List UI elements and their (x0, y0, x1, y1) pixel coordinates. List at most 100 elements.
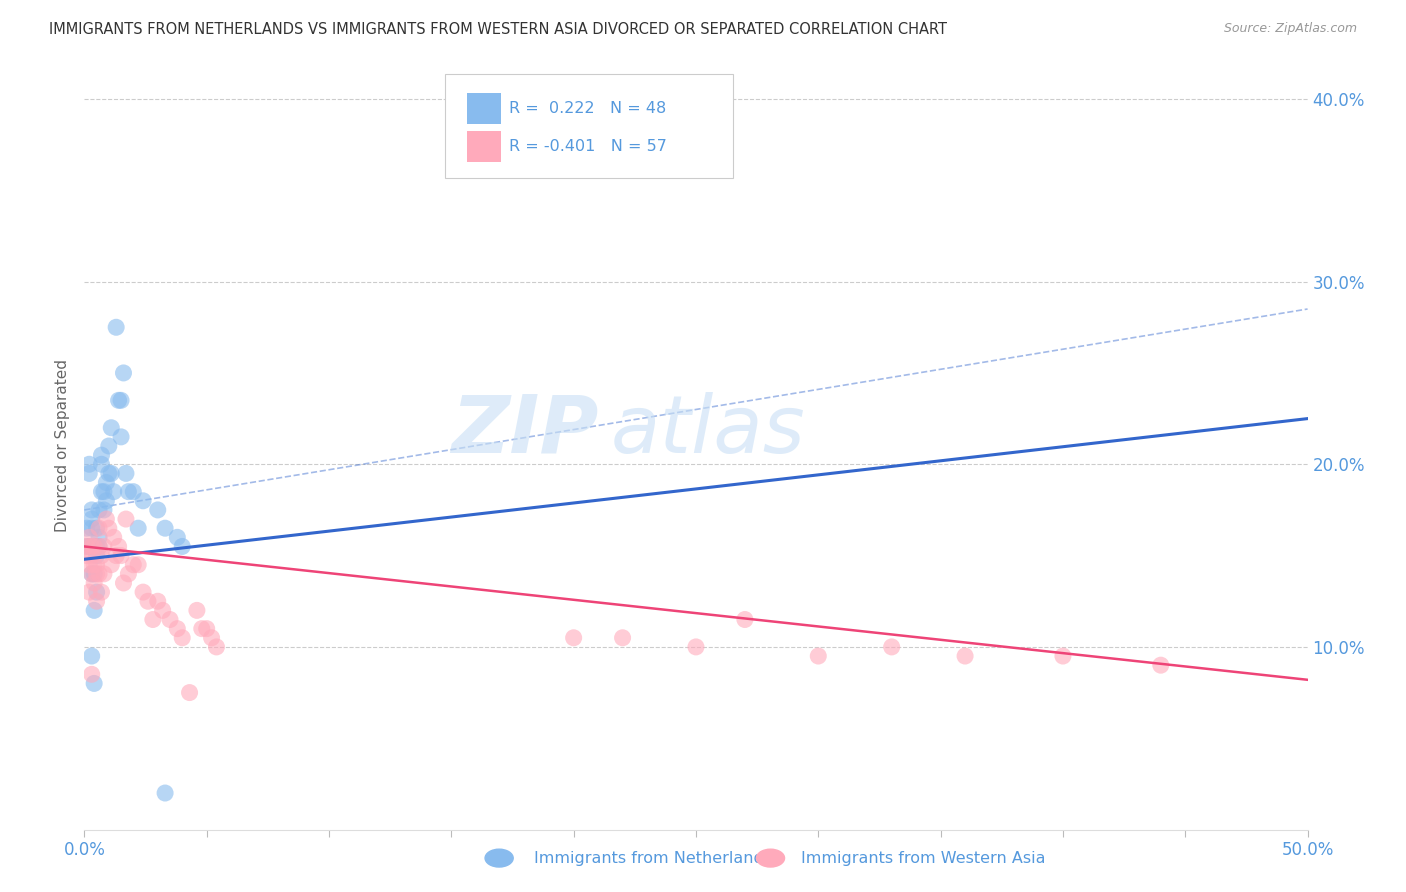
Point (83, 603, 105, 617)
Point (86, 594, 108, 608)
Point (110, 549, 132, 563)
Point (83, 566, 105, 581)
Point (153, 786, 176, 800)
Point (880, 640, 903, 654)
Point (90, 457, 112, 471)
Text: Source: ZipAtlas.com: Source: ZipAtlas.com (1223, 22, 1357, 36)
Point (159, 613, 181, 627)
Point (77, 585, 100, 599)
Point (97, 467, 120, 481)
Point (80, 503, 103, 517)
Point (100, 558, 122, 572)
Point (83, 540, 105, 554)
Point (76, 540, 98, 554)
Point (107, 393, 129, 408)
Point (127, 521, 149, 535)
Text: IMMIGRANTS FROM NETHERLANDS VS IMMIGRANTS FROM WESTERN ASIA DIVORCED OR SEPARATE: IMMIGRANTS FROM NETHERLANDS VS IMMIGRANT… (49, 22, 948, 37)
Point (77, 530, 100, 544)
Point (76, 540, 98, 554)
Point (80, 512, 103, 526)
Point (77, 558, 100, 572)
Point (105, 549, 128, 563)
Point (86, 549, 108, 563)
Point (86, 540, 108, 554)
Point (117, 566, 139, 581)
Point (110, 430, 132, 444)
Point (142, 613, 165, 627)
Point (191, 622, 214, 636)
Point (122, 558, 145, 572)
Point (96, 512, 118, 526)
Text: Immigrants from Western Asia: Immigrants from Western Asia (801, 851, 1046, 865)
Point (562, 631, 585, 645)
FancyBboxPatch shape (467, 131, 502, 162)
Point (132, 493, 155, 508)
Point (152, 603, 174, 617)
Point (97, 439, 120, 453)
Point (166, 530, 188, 544)
Point (115, 467, 138, 481)
Point (205, 640, 228, 654)
Point (612, 631, 634, 645)
Y-axis label: Divorced or Separated: Divorced or Separated (55, 359, 70, 533)
Point (132, 585, 155, 599)
Point (90, 585, 112, 599)
Point (1150, 658, 1173, 673)
Point (77, 467, 100, 481)
Point (110, 393, 132, 408)
Point (685, 640, 707, 654)
Point (136, 594, 159, 608)
Point (83, 676, 105, 690)
Point (93, 566, 115, 581)
Point (87, 530, 110, 544)
Point (87, 566, 110, 581)
Point (87, 540, 110, 554)
Point (103, 530, 125, 544)
Text: R =  0.222   N = 48: R = 0.222 N = 48 (509, 101, 666, 116)
Point (122, 484, 145, 499)
Point (112, 366, 135, 380)
Point (1052, 648, 1074, 663)
FancyBboxPatch shape (467, 93, 502, 124)
Point (734, 613, 756, 627)
Point (83, 540, 105, 554)
Point (93, 540, 115, 554)
Point (93, 503, 115, 517)
Text: Immigrants from Netherlands: Immigrants from Netherlands (534, 851, 772, 865)
Point (146, 594, 169, 608)
Point (86, 558, 108, 572)
Point (172, 631, 194, 645)
Point (195, 622, 218, 636)
Text: atlas: atlas (610, 392, 806, 470)
Point (153, 521, 176, 535)
Point (100, 421, 122, 435)
Point (77, 457, 100, 471)
Point (807, 648, 830, 663)
Point (127, 558, 149, 572)
Point (80, 566, 103, 581)
Point (90, 549, 112, 563)
Point (87, 540, 110, 554)
Point (200, 631, 222, 645)
Point (80, 566, 103, 581)
Point (172, 540, 194, 554)
Text: R = -0.401   N = 57: R = -0.401 N = 57 (509, 139, 666, 154)
Point (80, 667, 103, 681)
Point (96, 493, 118, 508)
Point (77, 540, 100, 554)
Point (86, 521, 108, 535)
Point (80, 648, 103, 663)
Point (86, 585, 108, 599)
Point (107, 540, 129, 554)
Point (96, 475, 118, 490)
Point (115, 512, 138, 526)
Point (87, 521, 110, 535)
Point (179, 685, 201, 699)
Point (166, 622, 188, 636)
Point (105, 320, 128, 334)
Point (87, 503, 110, 517)
Point (146, 503, 169, 517)
Point (76, 521, 98, 535)
Point (103, 484, 125, 499)
Point (186, 603, 208, 617)
